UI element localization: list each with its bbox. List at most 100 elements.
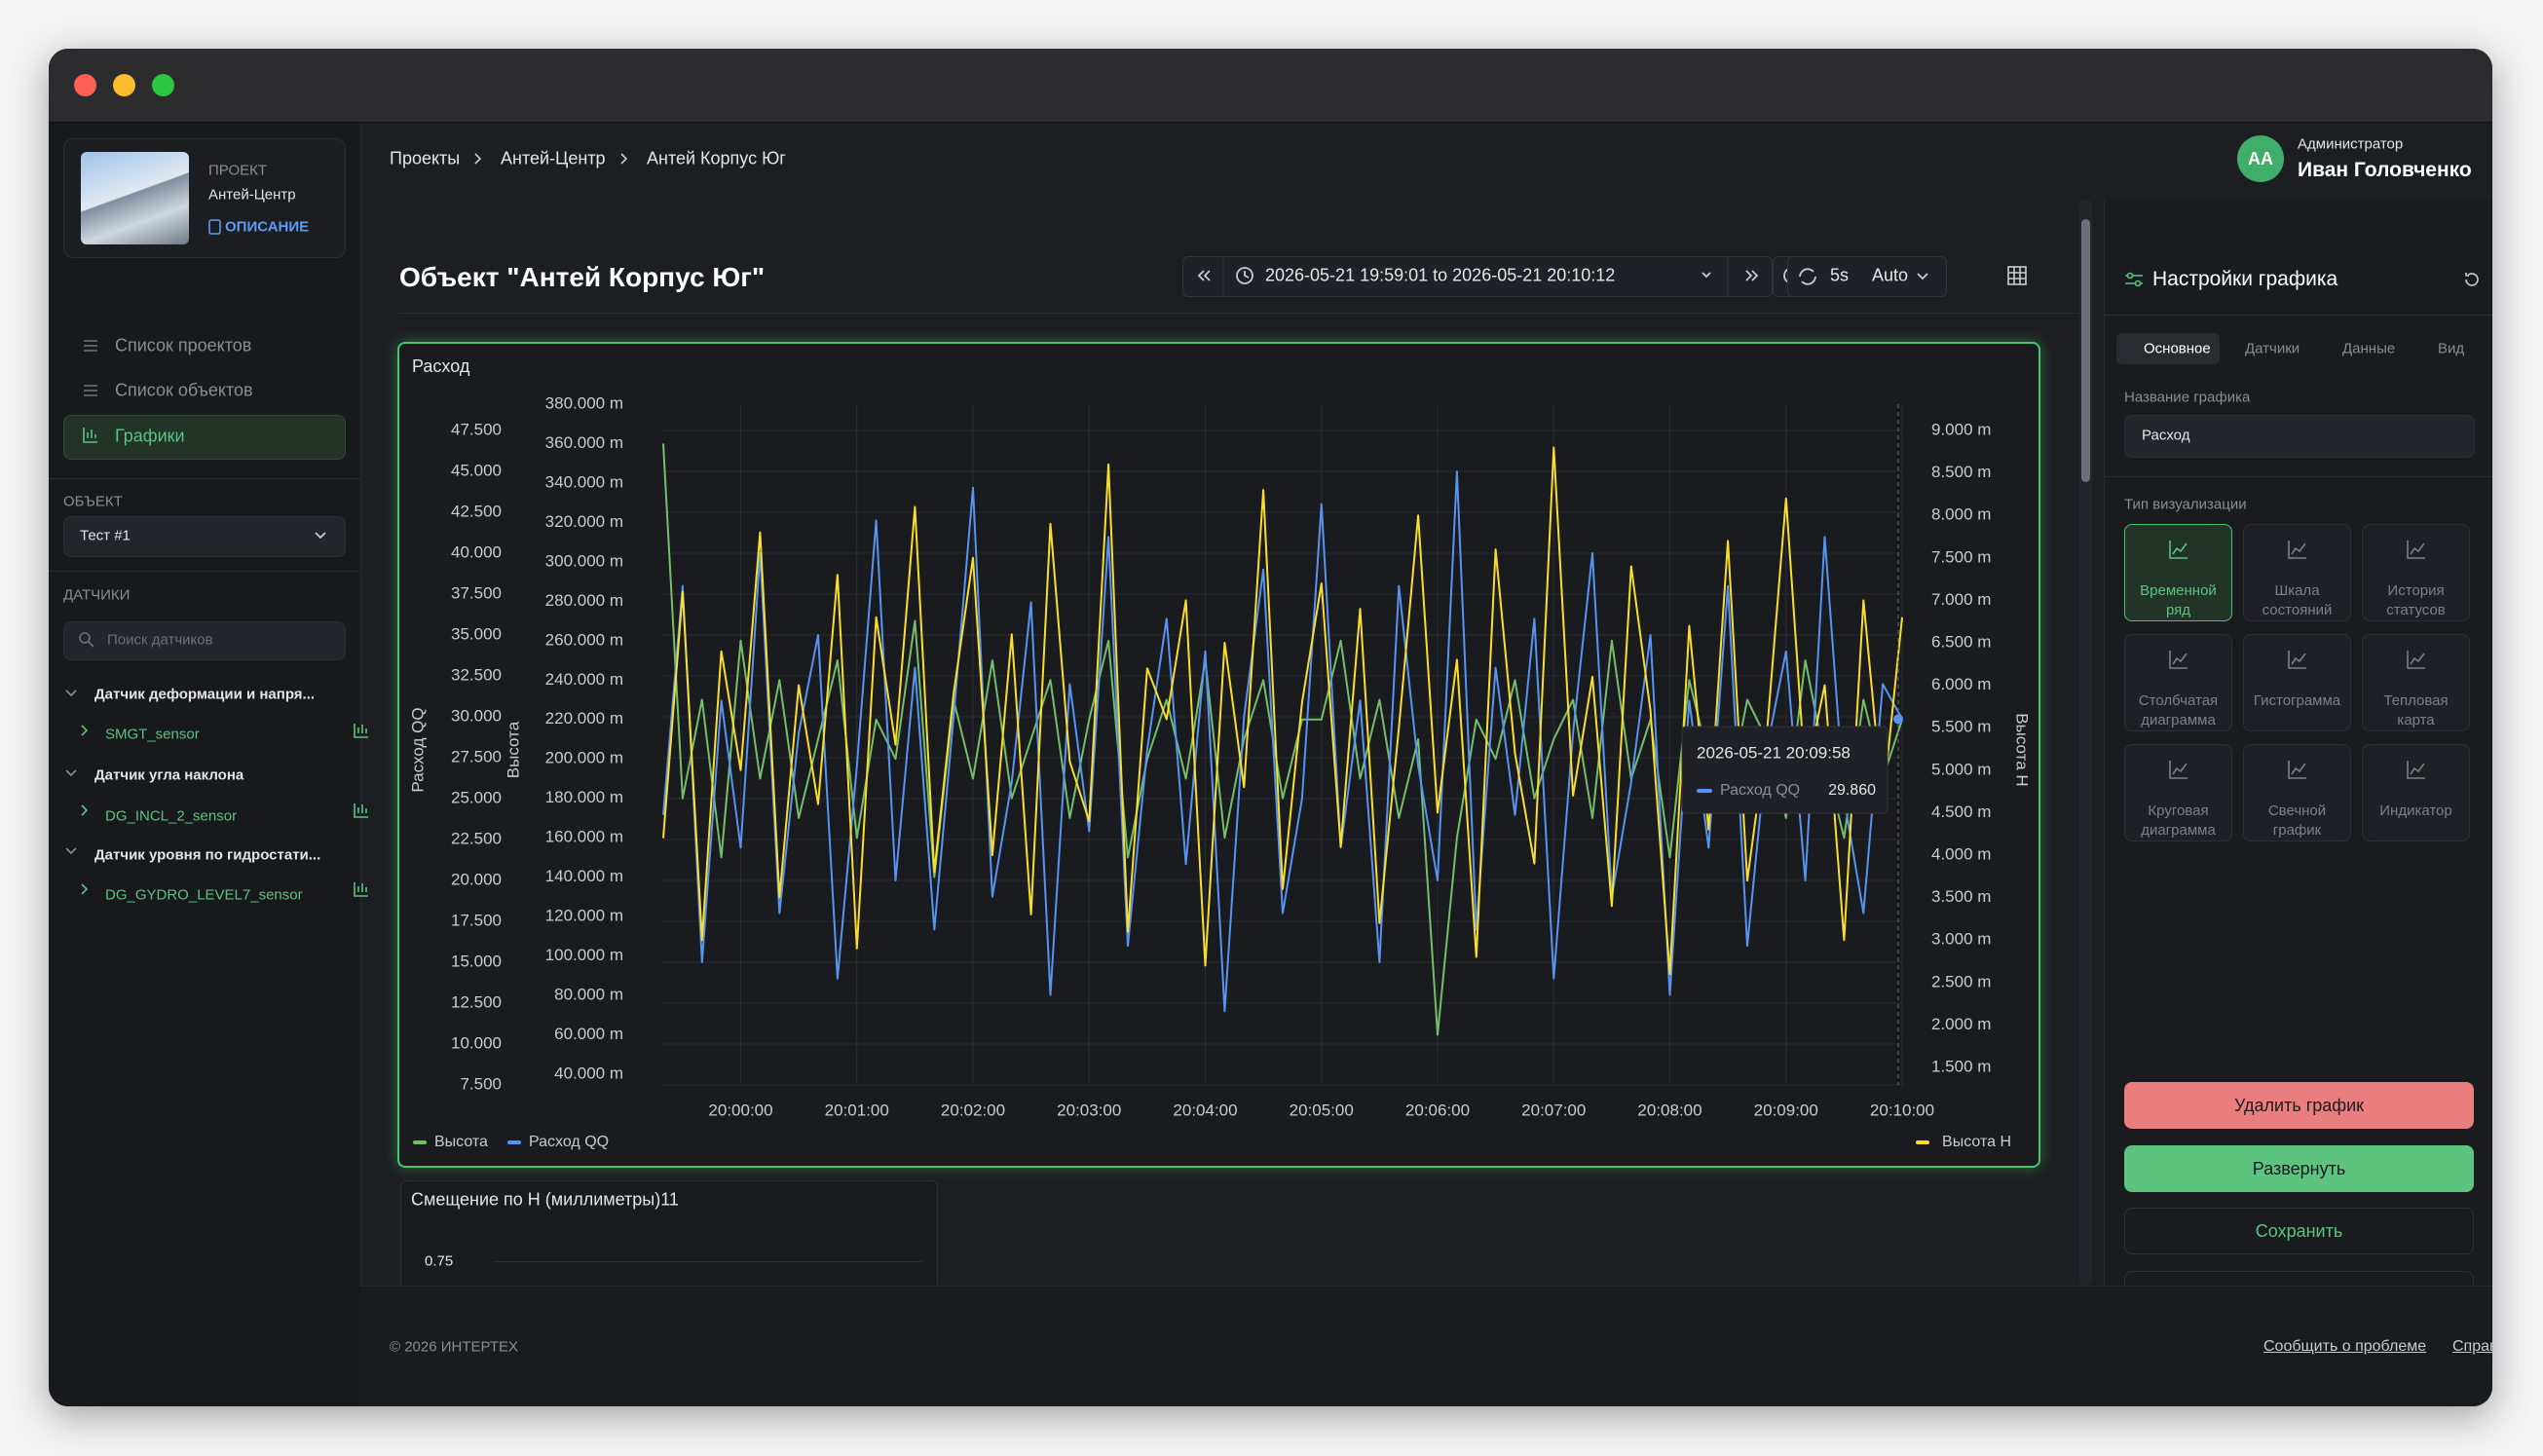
secondary-chart-title: Смещение по Н (миллиметры)11 <box>411 1189 679 1210</box>
nav-item[interactable]: Список проектов <box>115 335 252 355</box>
y-tick-label: 80.000 m <box>554 986 623 1004</box>
viz-icon <box>2407 651 2425 669</box>
viz-type-label: Круговая диаграмма <box>2141 803 2216 839</box>
y-tick-label: 160.000 m <box>545 828 623 846</box>
copyright: © 2026 ИНТЕРТЕХ <box>390 1338 519 1356</box>
sensor-item[interactable]: DG_GYDRO_LEVEL7_sensor <box>105 886 303 904</box>
y-tick-label: 4.500 m <box>1931 803 1991 821</box>
sensor-group[interactable]: Датчик деформации и напря... <box>94 686 316 703</box>
series-line <box>662 446 1903 976</box>
sensor-item[interactable]: SMGT_sensor <box>105 726 200 743</box>
y-tick-label: 260.000 m <box>545 630 623 649</box>
viz-type-tile[interactable]: История статусов <box>2362 524 2470 621</box>
nav-item[interactable]: Список объектов <box>115 380 253 400</box>
refresh-interval: 5s <box>1830 265 1850 285</box>
viz-type-tile[interactable]: Шкала состояний <box>2243 524 2351 621</box>
nav-active-bg <box>63 415 346 460</box>
y-tick-label: 2.000 m <box>1931 1015 1991 1033</box>
settings-title: Настройки графика <box>2152 268 2338 290</box>
y-axis-title: Расход QQ <box>408 707 427 792</box>
minimize-button[interactable] <box>113 74 135 96</box>
viz-type-tile[interactable]: Временной ряд <box>2124 524 2232 621</box>
viz-icon <box>2169 541 2188 559</box>
x-tick-label: 20:03:00 <box>1057 1101 1121 1119</box>
user-name: Иван Головченко <box>2298 159 2472 181</box>
settings-icon <box>2125 272 2143 287</box>
avatar[interactable]: AA <box>2237 135 2284 182</box>
y-tick-label: 32.500 <box>451 665 502 684</box>
viz-type-tile[interactable]: Гистограмма <box>2243 634 2351 731</box>
tab[interactable]: Вид <box>2438 340 2465 357</box>
y-tick-label: 0.75 <box>425 1252 454 1270</box>
y-tick-label: 7.500 m <box>1931 547 1991 566</box>
viz-type-tile[interactable]: Тепловая карта <box>2362 634 2470 731</box>
chart-panel[interactable]: Расход 7.500 10.000 12.500 15.000 17.500 20.00… <box>397 342 2040 1168</box>
y-tick-label: 2.500 m <box>1931 972 1991 990</box>
save-button[interactable]: Сохранить <box>2124 1208 2474 1254</box>
viz-type-tile[interactable]: Круговая диаграмма <box>2124 744 2232 841</box>
x-tick-label: 20:10:00 <box>1870 1101 1934 1119</box>
y-tick-label: 6.000 m <box>1931 675 1991 693</box>
tab[interactable]: Датчики <box>2245 340 2300 357</box>
tab-active-bg <box>2116 333 2220 364</box>
viz-type-tile[interactable]: Индикатор <box>2362 744 2470 841</box>
expand-button[interactable]: Развернуть <box>2124 1145 2474 1192</box>
tree-icons <box>65 690 368 897</box>
breadcrumb[interactable]: Антей-Центр <box>501 148 606 168</box>
footer-link[interactable]: Справка <box>2452 1338 2492 1355</box>
breadcrumb-separators <box>474 153 628 165</box>
viz-icon <box>2288 761 2306 779</box>
legend-label: Расход QQ <box>529 1134 609 1150</box>
close-button[interactable] <box>74 74 96 96</box>
project-name: Антей-Центр <box>208 186 296 204</box>
secondary-chart-panel[interactable]: Смещение по Н (миллиметры)11 0.75 <box>400 1180 938 1289</box>
project-card[interactable]: ПРОЕКТ Антей-Центр ОПИСАНИЕ <box>63 138 346 258</box>
time-range-picker[interactable] <box>1182 256 1773 297</box>
reset-button[interactable] <box>2462 270 2482 289</box>
y-tick-label: 10.000 <box>451 1033 502 1052</box>
x-tick-label: 20:00:00 <box>708 1101 772 1119</box>
divider <box>399 313 2088 314</box>
scrollbar[interactable] <box>2079 200 2092 1286</box>
hover-point <box>1893 714 1904 725</box>
sensor-item[interactable]: DG_INCL_2_sensor <box>105 807 238 825</box>
chart-name-input[interactable] <box>2124 415 2475 458</box>
breadcrumb[interactable]: Проекты <box>390 148 461 168</box>
chart: Расход 7.500 10.000 12.500 15.000 17.500 20.00… <box>408 356 2032 1150</box>
sensor-group[interactable]: Датчик уровня по гидростати... <box>94 846 321 864</box>
search-placeholder: Поиск датчиков <box>107 631 213 649</box>
y-tick-label: 40.000 <box>451 542 502 561</box>
y-tick-label: 180.000 m <box>545 788 623 806</box>
tab-active[interactable]: Основное <box>2144 340 2211 357</box>
tooltip-series: Расход QQ <box>1720 782 1800 799</box>
viz-type-label: Тепловая карта <box>2383 692 2449 728</box>
y-tick-label: 8.000 m <box>1931 505 1991 524</box>
viz-type-tile[interactable]: Столбчатая диаграмма <box>2124 634 2232 731</box>
y-tick-label: 27.500 <box>451 747 502 765</box>
y-tick-label: 20.000 <box>451 870 502 888</box>
zoom-button[interactable] <box>152 74 174 96</box>
y-tick-label: 1.500 m <box>1931 1057 1991 1075</box>
sensor-search[interactable] <box>63 621 346 660</box>
chart-title: Расход <box>412 356 470 376</box>
y2-axis-title: Высота H <box>2013 713 2032 786</box>
object-select[interactable] <box>63 516 346 557</box>
grid-button[interactable] <box>2006 265 2028 286</box>
tab[interactable]: Данные <box>2342 340 2396 357</box>
viz-type-tile[interactable]: Свечной график <box>2243 744 2351 841</box>
time-range: 2026-05-21 19:59:01 to 2026-05-21 20:10:… <box>1265 265 1616 285</box>
app-window: ПРОЕКТ Антей-Центр ОПИСАНИЕ Список проек… <box>49 49 2492 1406</box>
tooltip-time: 2026-05-21 20:09:58 <box>1697 743 1851 762</box>
delete-button[interactable]: Удалить график <box>2124 1082 2474 1129</box>
tooltip-swatch <box>1697 789 1712 793</box>
legend-label: Высота H <box>1942 1134 2011 1150</box>
field-label: Тип визуализации <box>2124 496 2247 513</box>
y-tick-label: 200.000 m <box>545 749 623 767</box>
nav-item-active[interactable]: Графики <box>115 426 185 446</box>
chevron <box>315 532 326 540</box>
sensor-group[interactable]: Датчик угла наклона <box>94 766 244 784</box>
footer-link[interactable]: Сообщить о проблеме <box>2263 1338 2427 1355</box>
description-link[interactable]: ОПИСАНИЕ <box>225 218 310 236</box>
divider <box>49 478 360 479</box>
